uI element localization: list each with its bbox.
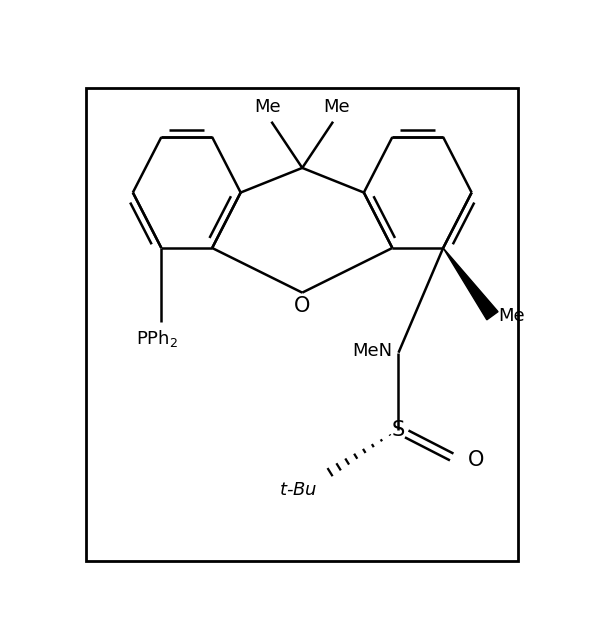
Text: PPh$_2$: PPh$_2$ [137, 328, 178, 349]
Text: S: S [392, 420, 405, 440]
Text: Me: Me [254, 98, 281, 116]
Polygon shape [443, 248, 498, 320]
Text: Me: Me [323, 98, 350, 116]
Text: $t$-Bu: $t$-Bu [279, 482, 317, 499]
Text: O: O [468, 451, 484, 471]
Text: Me: Me [499, 307, 525, 325]
Text: O: O [294, 296, 310, 316]
Text: MeN: MeN [352, 342, 392, 360]
